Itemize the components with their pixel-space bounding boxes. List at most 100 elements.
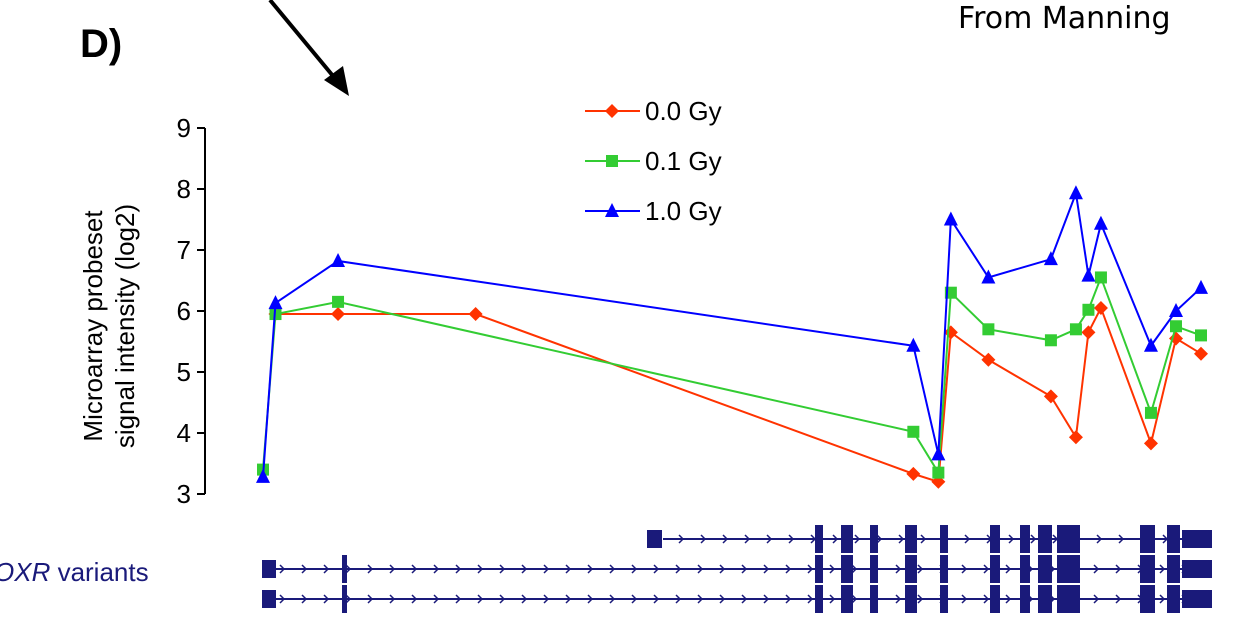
strand-arrow [719,594,726,604]
strand-arrow [788,534,795,544]
annotation-arrow [268,0,349,96]
exon [841,555,853,583]
strand-arrow [851,594,858,604]
series-0-0-gy [268,300,1208,489]
strand-arrow [653,564,660,574]
exon [905,585,917,613]
strand-arrow [675,594,682,604]
strand-arrow [700,534,707,544]
gene-track [262,525,1212,613]
strand-arrow [1118,534,1125,544]
strand-arrow [895,594,902,604]
data-point [1081,267,1096,282]
y-axis: 3 4 5 6 7 8 9 [177,113,206,509]
transcript-variant [647,525,1212,553]
data-point [906,337,921,352]
exon [940,525,948,553]
utr-exon [1182,560,1212,578]
exon [1167,525,1180,553]
series-1-0-gy [256,185,1208,483]
data-point [982,323,995,336]
exon [815,585,823,613]
strand-arrow [389,594,396,604]
exon [815,525,823,553]
utr-exon [1182,590,1212,608]
data-point [907,425,920,438]
data-point [931,446,946,461]
legend-marker [605,104,619,118]
strand-arrow [741,564,748,574]
strand-arrow [1115,564,1122,574]
strand-arrow [477,564,484,574]
data-point [468,307,483,322]
strand-arrow [587,564,594,574]
strand-arrow [832,534,839,544]
exon [1140,555,1155,583]
data-point [256,468,270,483]
strand-arrow [1005,594,1012,604]
data-point [1082,303,1095,316]
strand-arrow [301,594,308,604]
strand-arrow [983,594,990,604]
strand-arrow [807,564,814,574]
strand-arrow [565,594,572,604]
y-tick-label: 9 [177,113,191,143]
panel-label: D) [80,22,122,66]
strand-arrow [565,564,572,574]
strand-arrow [675,564,682,574]
data-point [1093,215,1108,230]
strand-arrow [807,594,814,604]
strand-arrow [1159,594,1166,604]
strand-arrow [961,594,968,604]
legend-label: 0.1 Gy [645,146,722,176]
legend-marker [606,155,618,167]
strand-arrow [895,564,902,574]
legend: 0.0 Gy 0.1 Gy 1.0 Gy [585,96,722,226]
data-point [1068,185,1083,200]
exon [1038,555,1052,583]
data-point [1194,279,1208,294]
exon [647,530,662,548]
exon [262,560,276,578]
gene-track-suffix: variants [50,557,148,587]
strand-arrow [961,564,968,574]
exon [841,525,853,553]
data-point [932,466,945,479]
strand-arrow [719,564,726,574]
strand-arrow [964,534,971,544]
exon [342,555,347,583]
data-point [332,295,345,308]
data-point [1144,406,1157,419]
exon [990,585,1000,613]
exon [1057,585,1080,613]
strand-arrow [301,564,308,574]
strand-arrow [876,534,883,544]
data-point [1195,329,1207,342]
strand-arrow [763,564,770,574]
exon [1057,525,1080,553]
exon [1167,585,1180,613]
strand-arrow [521,564,528,574]
legend-entry: 1.0 Gy [585,196,722,226]
strand-arrow [367,564,374,574]
strand-arrow [411,594,418,604]
strand-arrow [678,534,685,544]
strand-arrow [543,594,550,604]
strand-arrow [851,564,858,574]
strand-arrow [499,564,506,574]
data-point [1169,320,1182,333]
strand-arrow [367,594,374,604]
exon [1140,585,1155,613]
exon [1038,585,1052,613]
strand-arrow [785,594,792,604]
strand-arrow [697,564,704,574]
data-point [906,466,921,481]
y-tick-label: 8 [177,174,191,204]
y-tick-label: 6 [177,296,191,326]
data-point [268,295,283,310]
strand-arrow [279,594,286,604]
strand-arrow [766,534,773,544]
strand-arrow [983,564,990,574]
strand-arrow [744,534,751,544]
